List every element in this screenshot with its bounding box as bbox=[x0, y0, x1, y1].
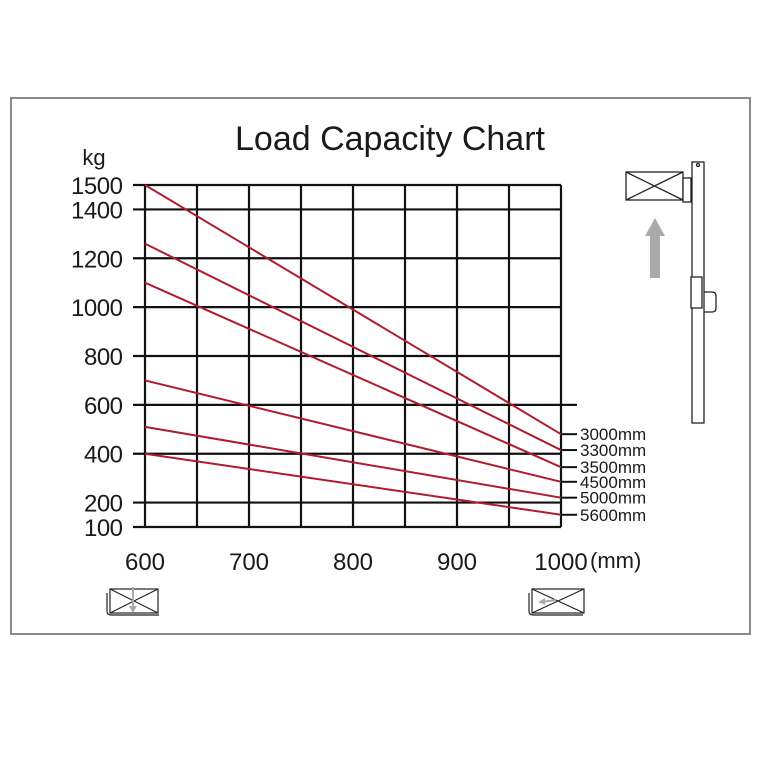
y-tick-label: 800 bbox=[84, 344, 123, 371]
series-label: 5600mm bbox=[580, 506, 646, 525]
load-center-far-icon bbox=[528, 588, 585, 616]
chart-title: Load Capacity Chart bbox=[235, 120, 546, 158]
series-label: 4500mm bbox=[580, 473, 646, 492]
y-tick-label: 600 bbox=[84, 393, 123, 420]
y-tick-label: 1200 bbox=[71, 246, 123, 273]
y-axis-label: kg bbox=[82, 145, 105, 170]
series-label: 3500mm bbox=[580, 458, 646, 477]
x-axis-label: (mm) bbox=[590, 548, 641, 573]
series-label: 3300mm bbox=[580, 441, 646, 460]
series-line-3300mm bbox=[144, 242, 562, 451]
series-line-4500mm bbox=[144, 379, 562, 483]
series-label: 3000mm bbox=[580, 425, 646, 444]
x-tick-label: 900 bbox=[437, 549, 477, 576]
x-tick-label: 600 bbox=[125, 549, 165, 576]
series-label: 5000mm bbox=[580, 489, 646, 508]
up-arrow-icon bbox=[645, 218, 665, 278]
y-tick-label: 1500 bbox=[71, 173, 123, 200]
x-tick-label: 700 bbox=[229, 549, 269, 576]
y-tick-label: 1000 bbox=[71, 295, 123, 322]
series-line-3500mm bbox=[144, 281, 562, 469]
mast-lift-icon bbox=[625, 161, 717, 424]
x-tick-label: 800 bbox=[333, 549, 373, 576]
y-tick-label: 200 bbox=[84, 491, 123, 518]
chart-frame bbox=[10, 97, 751, 635]
y-tick-label: 1400 bbox=[71, 197, 123, 224]
y-tick-label: 400 bbox=[84, 442, 123, 469]
y-tick-label: 100 bbox=[84, 515, 123, 542]
x-tick-label: 1000 bbox=[534, 549, 587, 576]
series-line-5000mm bbox=[144, 425, 562, 499]
series-line-5600mm bbox=[144, 452, 562, 516]
load-center-near-icon bbox=[106, 587, 159, 616]
series-line-3000mm bbox=[144, 184, 562, 436]
